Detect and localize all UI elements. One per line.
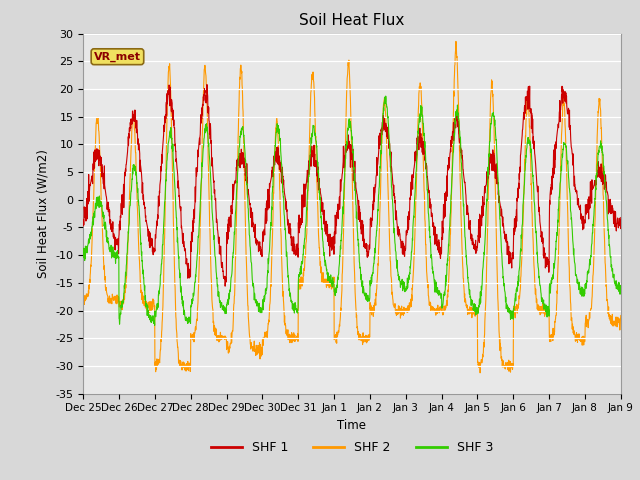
Title: Soil Heat Flux: Soil Heat Flux	[300, 13, 404, 28]
Text: VR_met: VR_met	[94, 51, 141, 62]
X-axis label: Time: Time	[337, 419, 367, 432]
Y-axis label: Soil Heat Flux (W/m2): Soil Heat Flux (W/m2)	[36, 149, 50, 278]
Legend: SHF 1, SHF 2, SHF 3: SHF 1, SHF 2, SHF 3	[205, 436, 499, 459]
